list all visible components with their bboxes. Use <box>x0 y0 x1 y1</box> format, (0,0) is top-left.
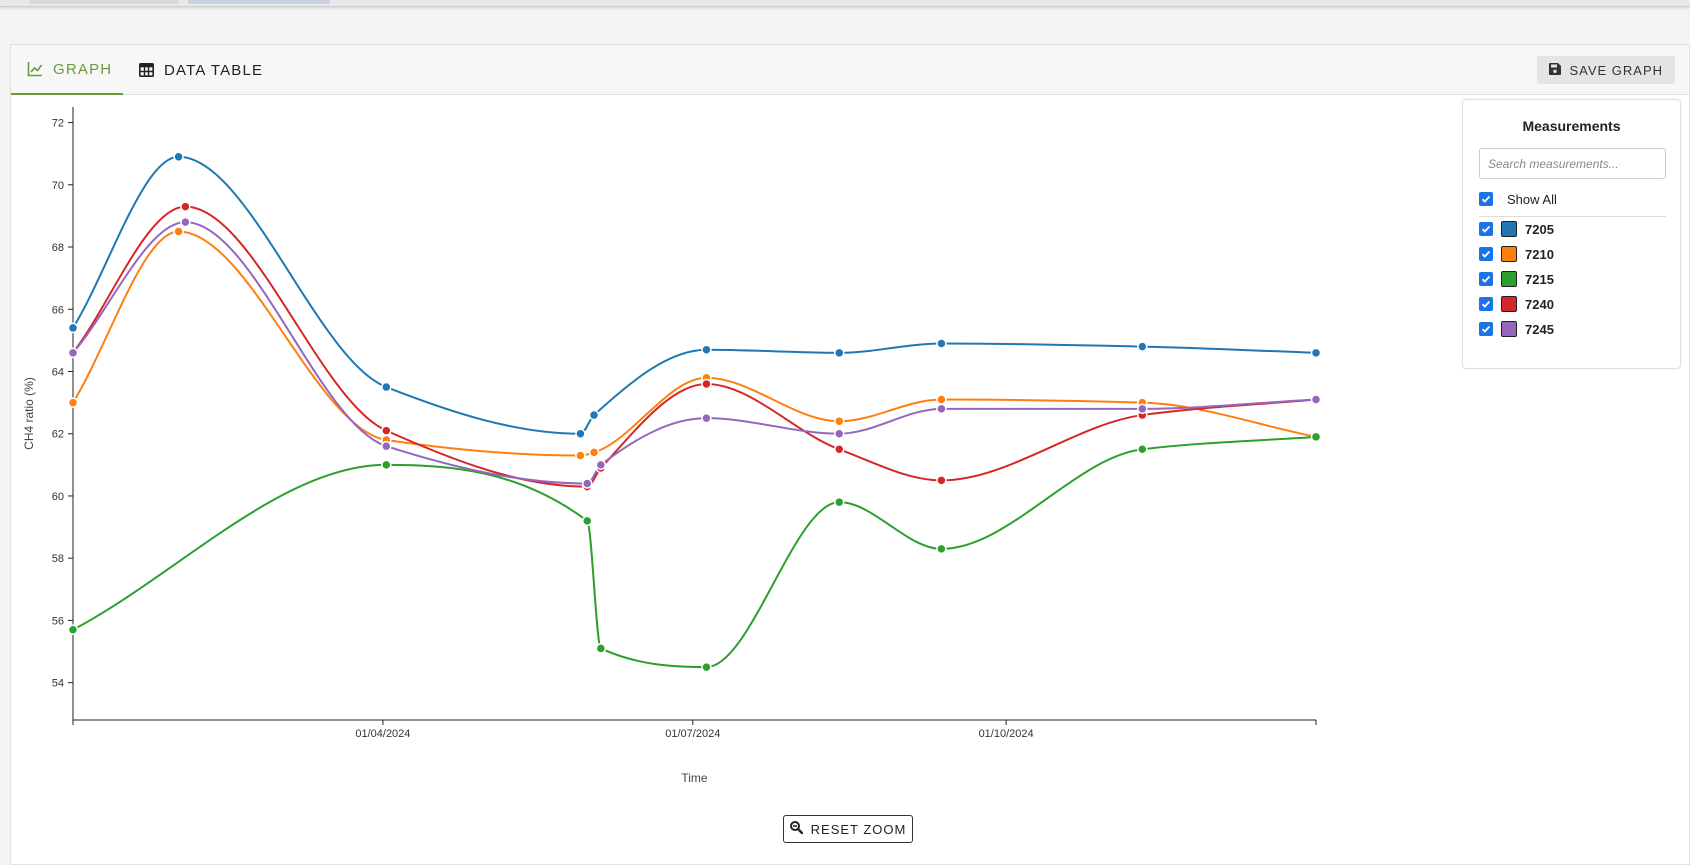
data-point-7210 <box>833 416 845 427</box>
data-point-7245 <box>180 216 191 228</box>
tab-bar: GRAPH DATA TABLE SAVE GRAPH <box>11 45 1689 95</box>
series-line-7245 <box>72 221 1317 485</box>
data-point-7205 <box>833 347 845 359</box>
tab-data-table-label: DATA TABLE <box>164 61 264 79</box>
data-point-7205 <box>701 344 712 355</box>
series-checkbox-7205[interactable] <box>1479 222 1493 236</box>
y-axis-title: CH4 ratio (%) <box>22 377 36 450</box>
data-point-7245 <box>1137 403 1148 415</box>
data-point-7205 <box>173 151 184 163</box>
y-tick-label: 62 <box>52 429 64 441</box>
toolbar-tab-placeholder-active <box>188 0 330 4</box>
data-point-7215 <box>701 661 712 673</box>
panel-divider <box>1479 216 1666 217</box>
data-point-7215 <box>833 496 845 508</box>
tab-graph-label: GRAPH <box>53 60 113 78</box>
data-point-7205 <box>1310 347 1322 359</box>
series-swatch-7245 <box>1501 321 1517 337</box>
data-point-7215 <box>936 543 947 555</box>
x-tick-label: 01/07/2024 <box>665 728 720 740</box>
show-all-label: Show All <box>1507 192 1557 207</box>
data-point-7205 <box>67 322 79 334</box>
data-point-7205 <box>575 428 586 439</box>
series-checkbox-7215[interactable] <box>1479 272 1493 286</box>
data-point-7245 <box>595 459 607 471</box>
series-swatch-7205 <box>1501 221 1517 237</box>
tab-data-table[interactable]: DATA TABLE <box>139 45 269 95</box>
y-tick-label: 68 <box>52 242 64 254</box>
series-checkbox-7240[interactable] <box>1479 297 1493 311</box>
data-point-7245 <box>581 478 593 489</box>
data-point-7245 <box>67 347 79 359</box>
series-checkbox-7245[interactable] <box>1479 322 1493 336</box>
x-tick-label: 01/10/2024 <box>979 728 1034 740</box>
y-tick-label: 58 <box>52 553 64 565</box>
data-point-7215 <box>595 643 607 654</box>
reset-zoom-button[interactable]: RESET ZOOM <box>783 815 913 843</box>
reset-zoom-label: RESET ZOOM <box>810 821 907 837</box>
measurements-panel: Measurements Show All 7205 7210 7215 7240 72… <box>1462 99 1681 369</box>
save-graph-label: SAVE GRAPH <box>1569 62 1663 78</box>
data-point-7205 <box>588 409 600 421</box>
data-point-7210 <box>67 397 79 408</box>
data-point-7245 <box>936 403 947 415</box>
data-point-7215 <box>1310 431 1322 443</box>
show-all-checkbox[interactable] <box>1479 192 1493 206</box>
data-point-7240 <box>381 425 392 436</box>
y-tick-label: 60 <box>52 491 64 503</box>
data-point-7210 <box>173 226 184 237</box>
y-tick-label: 56 <box>52 615 64 627</box>
data-point-7240 <box>180 201 191 212</box>
series-label-7215: 7215 <box>1525 272 1554 287</box>
y-tick-label: 64 <box>52 366 64 378</box>
series-label-7245: 7245 <box>1525 322 1554 337</box>
graph-card: GRAPH DATA TABLE SAVE GRAPH 54 56 58 60 62 64… <box>10 44 1690 865</box>
line-chart[interactable]: 54 56 58 60 62 64 66 68 70 72 01/04/2024 01/07/2024… <box>11 95 1451 865</box>
y-tick-label: 72 <box>52 118 64 130</box>
save-graph-button[interactable]: SAVE GRAPH <box>1537 56 1675 84</box>
data-point-7240 <box>936 475 947 486</box>
data-point-7215 <box>67 624 79 636</box>
toolbar-tab-placeholder <box>30 0 178 4</box>
data-point-7245 <box>701 412 712 424</box>
data-point-7205 <box>1137 341 1148 352</box>
y-tick-label: 66 <box>52 304 64 316</box>
data-point-7210 <box>936 394 947 405</box>
zoom-out-icon <box>789 821 803 837</box>
search-measurements-input[interactable] <box>1479 148 1666 179</box>
y-tick-label: 70 <box>52 180 64 192</box>
top-toolbar-strip <box>0 0 1690 7</box>
data-point-7215 <box>581 515 593 527</box>
data-point-7245 <box>1310 394 1322 405</box>
y-tick-label: 54 <box>52 678 64 690</box>
series-line-7215 <box>72 435 1317 669</box>
x-tick-label: 01/04/2024 <box>355 728 410 740</box>
data-point-7240 <box>701 378 712 390</box>
table-icon <box>139 63 154 77</box>
panel-title: Measurements <box>1522 118 1621 134</box>
data-point-7205 <box>381 381 392 393</box>
series-line-7205 <box>72 155 1317 435</box>
series-swatch-7240 <box>1501 296 1517 312</box>
tab-graph[interactable]: GRAPH <box>11 45 123 95</box>
data-point-7205 <box>936 338 947 349</box>
series-label-7240: 7240 <box>1525 297 1554 312</box>
series-line-7210 <box>72 230 1317 457</box>
data-point-7215 <box>1137 444 1148 455</box>
series-line-7240 <box>72 205 1317 488</box>
series-label-7205: 7205 <box>1525 222 1554 237</box>
data-point-7210 <box>575 450 586 461</box>
data-point-7210 <box>588 447 600 458</box>
series-checkbox-7210[interactable] <box>1479 247 1493 261</box>
line-chart-icon <box>27 61 43 77</box>
data-point-7240 <box>833 444 845 455</box>
series-swatch-7210 <box>1501 246 1517 262</box>
data-point-7215 <box>381 459 392 471</box>
floppy-disk-icon <box>1549 62 1562 78</box>
data-point-7245 <box>833 428 845 439</box>
series-label-7210: 7210 <box>1525 247 1554 262</box>
data-point-7245 <box>381 440 392 452</box>
series-swatch-7215 <box>1501 271 1517 287</box>
x-axis-title: Time <box>681 771 708 785</box>
